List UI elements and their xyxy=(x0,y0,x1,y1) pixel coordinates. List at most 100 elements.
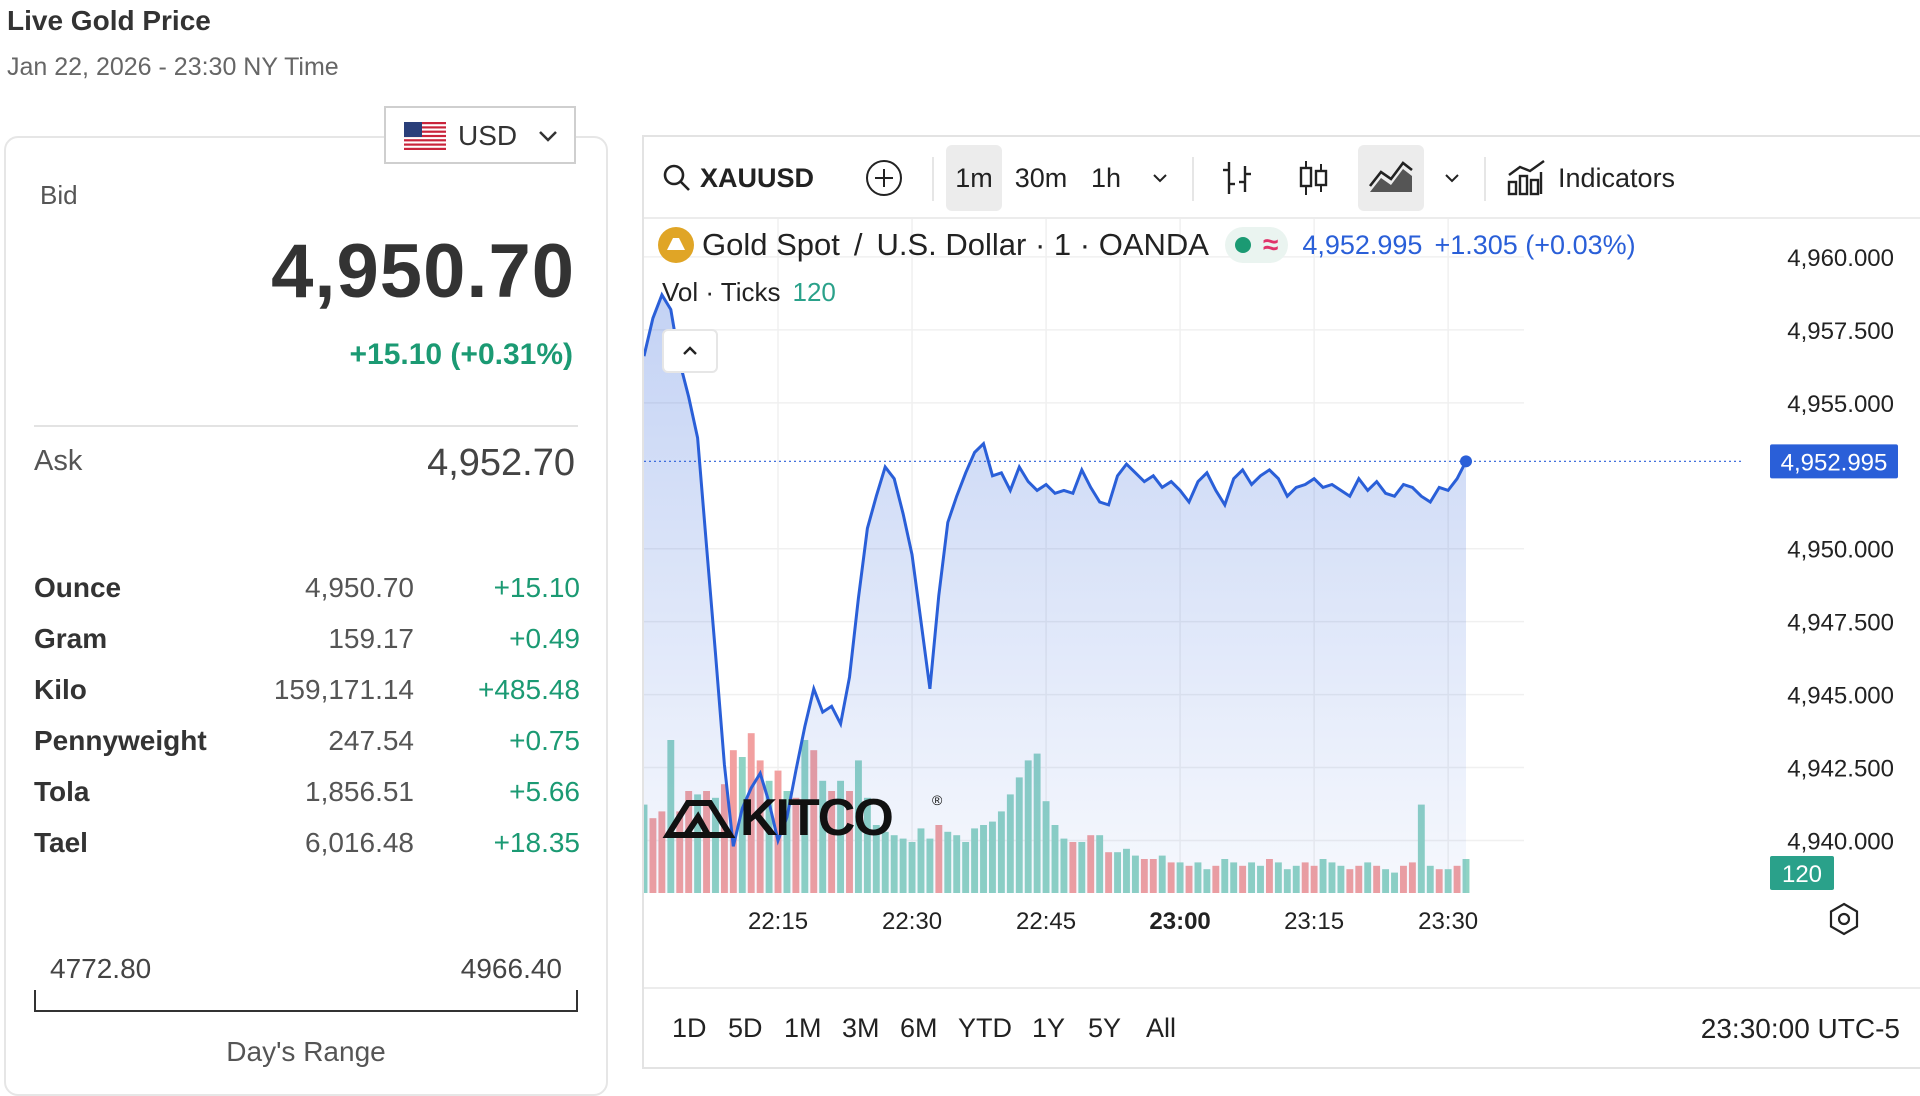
collapse-legend-button[interactable] xyxy=(662,329,718,373)
unit-name: Pennyweight xyxy=(34,725,207,756)
x-axis-tick-label: 22:15 xyxy=(748,908,808,935)
chart-type-dropdown[interactable] xyxy=(1434,145,1470,211)
kitco-watermark: KITCO xyxy=(740,789,892,847)
unit-change: +5.66 xyxy=(509,776,580,807)
unit-name: Gram xyxy=(34,623,108,654)
unit-change: +485.48 xyxy=(478,674,580,705)
ask-label: Ask xyxy=(34,445,83,477)
plus-circle-icon xyxy=(866,160,902,196)
interval-30m[interactable]: 30m xyxy=(1014,162,1068,193)
y-axis-tick-label: 4,957.500 xyxy=(1787,318,1894,345)
range-bar: 1D 5D 1M 3M 6M YTD 1Y 5Y All 23:30:00 UT… xyxy=(644,987,1920,1073)
bid-label: Bid xyxy=(40,180,78,210)
range-3m-button[interactable]: 3M xyxy=(842,1013,880,1043)
symbol-search[interactable]: XAUUSD xyxy=(662,145,822,211)
last-price-label: 4,952.995 xyxy=(1781,449,1888,476)
table-row: Tola 1,856.51 +5.66 xyxy=(34,776,580,827)
gold-symbol-icon xyxy=(658,227,694,263)
range-5d-button[interactable]: 5D xyxy=(728,1013,763,1043)
volume-bar xyxy=(729,750,737,893)
chart-toolbar: XAUUSD 1m 30m 1h xyxy=(644,137,1920,219)
volume-value: 120 xyxy=(792,277,836,307)
chevron-down-icon xyxy=(1445,174,1459,183)
unit-change: +15.10 xyxy=(493,572,580,603)
divider xyxy=(34,425,578,427)
chevron-up-icon xyxy=(683,346,697,355)
market-status-badge: ≈ xyxy=(1224,227,1289,263)
indicators-button[interactable]: Indicators xyxy=(1506,145,1706,211)
ohlc-bars-icon xyxy=(1223,162,1251,194)
range-5y-button[interactable]: 5Y xyxy=(1088,1013,1122,1043)
y-axis-tick-label: 4,942.500 xyxy=(1787,756,1894,783)
interval-1h[interactable]: 1h xyxy=(1090,162,1122,193)
table-row: Kilo 159,171.14 +485.48 xyxy=(34,674,580,725)
unit-name: Tael xyxy=(34,827,88,858)
interval-dropdown[interactable] xyxy=(1142,145,1178,211)
us-flag-icon xyxy=(404,122,446,150)
table-row: Pennyweight 247.54 +0.75 xyxy=(34,725,580,776)
candlestick-icon xyxy=(1299,161,1328,195)
price-chart[interactable]: 4,960.000 4,957.500 4,955.000 4,950.000 4,94… xyxy=(644,219,1920,987)
x-axis-tick-label: 23:00 xyxy=(1149,908,1210,935)
unit-price: 159.17 xyxy=(328,623,414,654)
search-icon xyxy=(663,164,690,191)
chevron-down-icon xyxy=(539,131,557,142)
indicators-icon xyxy=(1507,160,1545,196)
volume-axis-label: 120 xyxy=(1782,861,1822,888)
toolbar-separator xyxy=(932,157,934,201)
range-1m-button[interactable]: 1M xyxy=(784,1013,822,1043)
chart-widget: XAUUSD 1m 30m 1h xyxy=(642,135,1920,1069)
unit-price-table: Ounce 4,950.70 +15.10 Gram 159.17 +0.49 … xyxy=(34,572,580,878)
range-all-button[interactable]: All xyxy=(1146,1013,1177,1043)
registered-mark: ® xyxy=(932,792,943,808)
interval-1m[interactable]: 1m xyxy=(946,145,1002,211)
last-price-dot xyxy=(1460,455,1472,468)
unit-change: +0.75 xyxy=(509,725,580,756)
unit-change: +18.35 xyxy=(493,827,580,858)
x-axis-tick-label: 22:30 xyxy=(882,908,942,935)
bid-price: 4,950.70 xyxy=(271,229,575,314)
unit-price: 159,171.14 xyxy=(273,674,414,705)
y-axis-tick-label: 4,960.000 xyxy=(1787,245,1894,272)
chart-clock: 23:30:00 UTC-5 xyxy=(1700,1013,1900,1044)
range-ytd-button[interactable]: YTD xyxy=(958,1013,1012,1043)
indicators-label: Indicators xyxy=(1558,162,1676,193)
legend-change: +1.305 (+0.03%) xyxy=(1434,229,1636,260)
candles-chart-type-button[interactable] xyxy=(1288,145,1338,211)
legend-price: 4,952.995 xyxy=(1302,229,1423,260)
y-axis-tick-label: 4,940.000 xyxy=(1787,828,1894,855)
last-price-label-bg xyxy=(1770,444,1898,479)
x-axis-tick-label: 23:30 xyxy=(1418,908,1478,935)
table-row: Tael 6,016.48 +18.35 xyxy=(34,827,580,878)
unit-change: +0.49 xyxy=(509,623,580,654)
unit-name: Ounce xyxy=(34,572,122,603)
delayed-data-icon: ≈ xyxy=(1262,229,1279,260)
range-6m-button[interactable]: 6M xyxy=(900,1013,938,1043)
kitco-logo xyxy=(662,800,736,838)
x-axis-tick-label: 22:45 xyxy=(1016,908,1076,935)
price-line xyxy=(644,291,1468,847)
legend-counter: U.S. Dollar · 1 · OANDA xyxy=(876,227,1209,262)
unit-price: 1,856.51 xyxy=(305,776,414,807)
day-range-bar xyxy=(34,990,578,1012)
day-range-low: 4772.80 xyxy=(50,953,152,984)
currency-selector[interactable]: USD xyxy=(384,106,576,164)
compare-button[interactable] xyxy=(862,145,906,211)
chart-settings-icon[interactable] xyxy=(1829,902,1859,936)
range-1y-button[interactable]: 1Y xyxy=(1032,1013,1066,1043)
unit-price: 6,016.48 xyxy=(305,827,414,858)
symbol-label: XAUUSD xyxy=(700,162,815,193)
bar-chart-type-button[interactable] xyxy=(1212,145,1262,211)
y-axis-tick-label: 4,945.000 xyxy=(1787,683,1894,710)
page-timestamp: Jan 22, 2026 - 23:30 NY Time xyxy=(7,53,339,81)
y-axis-tick-label: 4,950.000 xyxy=(1787,537,1894,564)
range-1d-button[interactable]: 1D xyxy=(672,1013,707,1043)
toolbar-separator xyxy=(1484,157,1486,201)
bid-change: +15.10 (+0.31%) xyxy=(349,338,574,371)
area-chart-type-button[interactable] xyxy=(1358,145,1424,211)
chevron-down-icon xyxy=(1153,174,1167,183)
day-range-high: 4966.40 xyxy=(460,953,562,984)
currency-label: USD xyxy=(458,120,518,151)
legend-separator: / xyxy=(853,227,863,262)
page-title: Live Gold Price xyxy=(7,5,211,36)
